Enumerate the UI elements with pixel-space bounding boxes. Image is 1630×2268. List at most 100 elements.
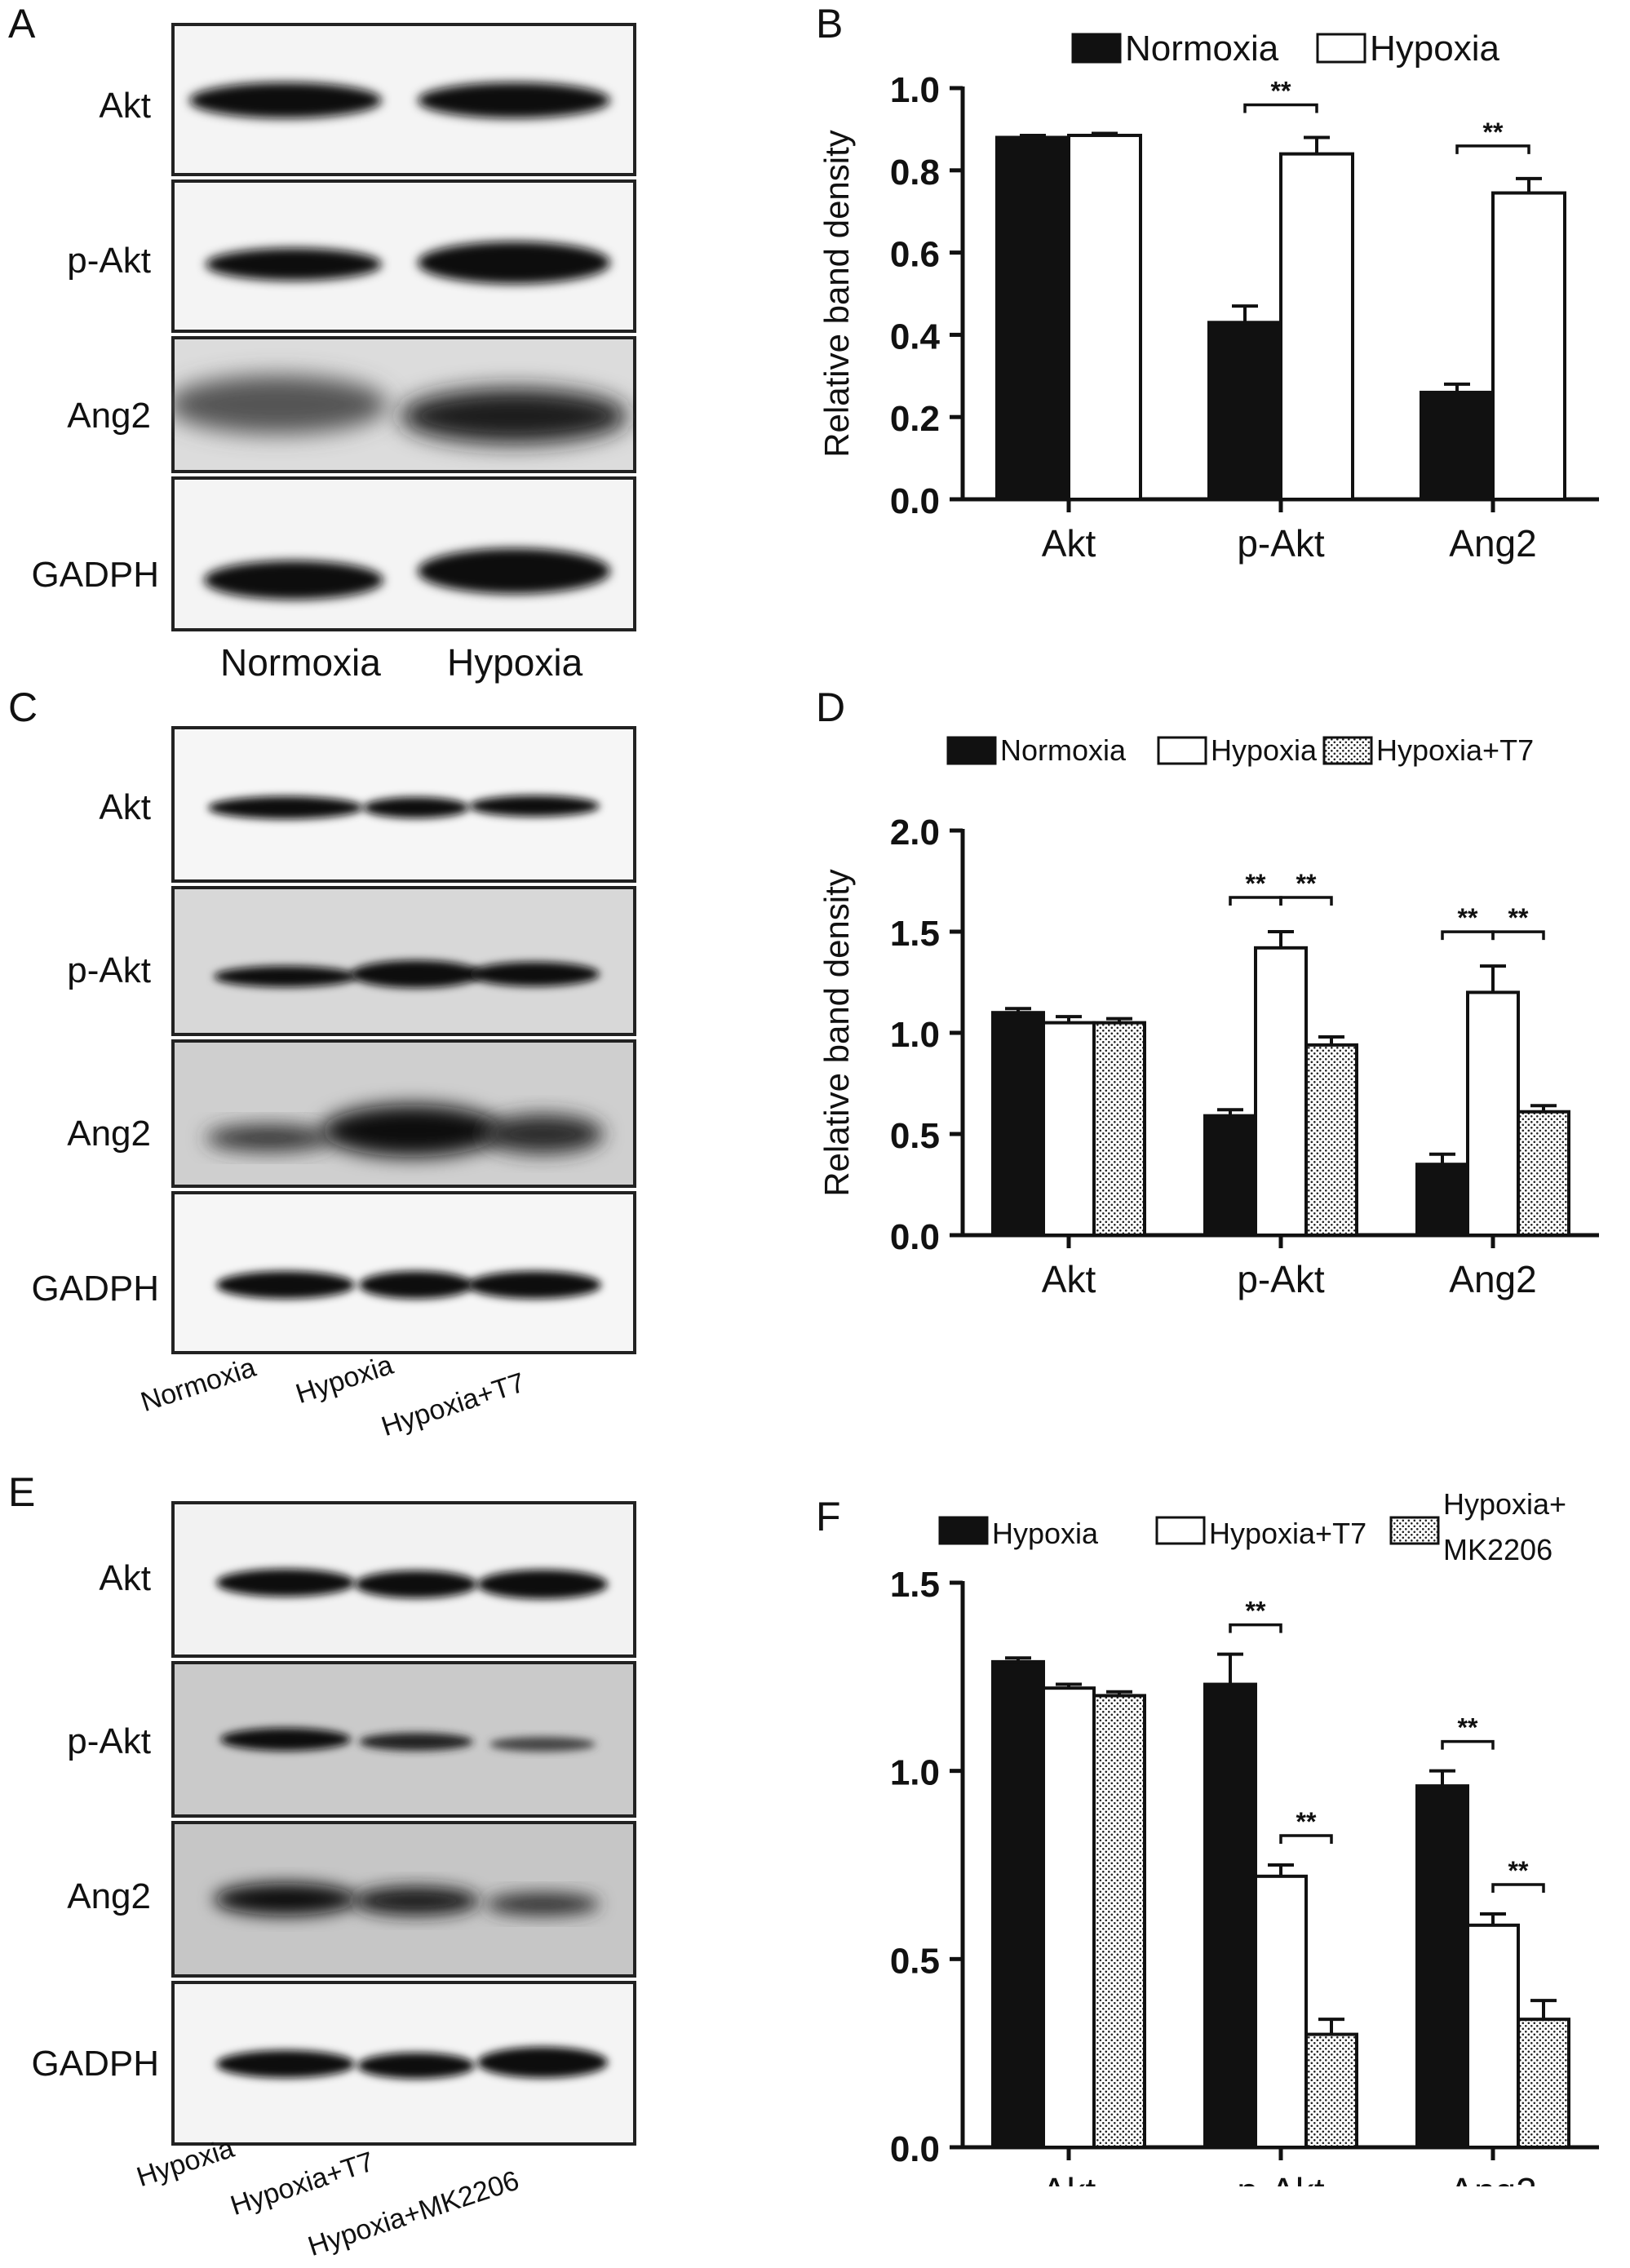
legend-label: Hypoxia+T7: [1209, 1517, 1366, 1550]
bar: [1207, 321, 1282, 501]
y-tick-label: 0.2: [890, 399, 940, 439]
bar: [1092, 1694, 1146, 2149]
lane-label-normoxia: Normoxia: [136, 1351, 260, 1419]
blot-label-ang2: Ang2: [67, 1114, 151, 1154]
bar: [1415, 1784, 1469, 2149]
legend-swatch: [1316, 33, 1366, 64]
significance-bracket: [1441, 1739, 1495, 1750]
x-tick-label: Akt: [1042, 1258, 1096, 1300]
significance-bracket: [1455, 144, 1530, 154]
bar: [1420, 390, 1495, 501]
significance-bracket: [1279, 1834, 1333, 1844]
legend-label: Normoxia: [1000, 733, 1127, 767]
bar: [1042, 1686, 1096, 2149]
y-tick-label: 1.5: [890, 914, 940, 954]
blot-label-akt: Akt: [99, 787, 151, 827]
bar: [1254, 1874, 1308, 2149]
bar: [1279, 152, 1354, 501]
legend-swatch: [1071, 33, 1122, 64]
x-tick-label: p-Akt: [1237, 522, 1325, 565]
blot-label-akt: Akt: [99, 1558, 151, 1598]
legend-swatch: [1155, 1516, 1206, 1545]
bar: [995, 135, 1070, 501]
bar-chart-f: 0.0 0.5 1.0 1.5 Akt p-Akt Ang2 ** ** ** ** Hypoxia H…: [890, 1487, 1599, 2186]
lane-label-hypoxia-t7: Hypoxia+T7: [377, 1367, 529, 1443]
significance-bracket: [1229, 896, 1282, 906]
legend-swatch: [1157, 736, 1207, 765]
significance-label: **: [1296, 869, 1317, 898]
lane-label-hypoxia: Hypoxia: [291, 1349, 397, 1411]
significance-label: **: [1458, 903, 1478, 932]
panel-letter-d: D: [816, 684, 846, 730]
y-tick-label: 0.5: [890, 1941, 940, 1981]
legend-label: Normoxia: [1125, 29, 1279, 69]
y-tick-label: 1.0: [890, 70, 940, 110]
legend-swatch: [1389, 1516, 1440, 1545]
panel-letter-e: E: [8, 1469, 36, 1515]
bar: [1042, 1021, 1096, 1237]
panel-letter-a: A: [8, 1, 36, 47]
blot-label-p-akt: p-Akt: [67, 241, 151, 281]
blot-label-gadph: GADPH: [31, 2044, 159, 2084]
significance-bracket: [1243, 103, 1318, 113]
y-tick-label: 1.0: [890, 1753, 940, 1793]
y-tick-label: 0.0: [890, 481, 940, 521]
blot-label-ang2: Ang2: [67, 396, 151, 436]
significance-label: **: [1246, 869, 1266, 898]
y-tick-label: 0.5: [890, 1116, 940, 1156]
x-tick-label: Ang2: [1449, 522, 1536, 565]
panel-letter-c: C: [8, 684, 38, 730]
bar: [1203, 1682, 1257, 2149]
bar: [1517, 2018, 1570, 2149]
bar: [1491, 191, 1566, 502]
y-tick-label: 0.6: [890, 235, 940, 275]
significance-bracket: [1491, 930, 1545, 941]
panel-letter-f: F: [816, 1494, 841, 1539]
legend-label: MK2206: [1443, 1533, 1552, 1566]
y-axis-label: Relative band density: [817, 130, 856, 458]
lane-label-hypoxia: Hypoxia: [447, 641, 583, 684]
legend-label: Hypoxia: [1211, 733, 1318, 767]
y-axis-label: Relative band density: [817, 869, 856, 1197]
bar: [1067, 133, 1142, 502]
x-tick-label: Akt: [1042, 522, 1096, 565]
blot-image-a: [171, 23, 636, 631]
x-tick-label: p-Akt: [1237, 2170, 1325, 2186]
y-tick-label: 0.8: [890, 153, 940, 193]
y-tick-label: 0.0: [890, 1217, 940, 1257]
legend-swatch: [1322, 736, 1373, 765]
bar: [991, 1011, 1045, 1237]
blot-label-ang2: Ang2: [67, 1876, 151, 1916]
bar: [1304, 2032, 1358, 2149]
blot-image-c: [171, 726, 636, 1354]
bar: [991, 1659, 1045, 2149]
legend-swatch: [946, 736, 997, 765]
bar: [1517, 1110, 1570, 1237]
bar: [1466, 1923, 1520, 2150]
legend-swatch: [938, 1516, 989, 1545]
lane-label-hypoxia-t7: Hypoxia+T7: [226, 2146, 379, 2222]
y-tick-label: 0.0: [890, 2129, 940, 2169]
blot-label-akt: Akt: [99, 86, 151, 126]
significance-label: **: [1483, 117, 1504, 147]
x-tick-label: Ang2: [1449, 2170, 1536, 2186]
bar: [1203, 1114, 1257, 1237]
y-tick-label: 1.0: [890, 1015, 940, 1055]
bar: [1092, 1021, 1146, 1237]
x-tick-label: p-Akt: [1237, 1258, 1325, 1300]
significance-bracket: [1491, 1883, 1545, 1893]
bar: [1304, 1043, 1358, 1237]
lane-label-normoxia: Normoxia: [220, 641, 381, 684]
bar: [1466, 990, 1520, 1237]
significance-label: **: [1508, 1856, 1529, 1885]
bar-chart-d: 0.0 0.5 1.0 1.5 2.0 Relative band density Akt p…: [817, 733, 1599, 1300]
y-tick-label: 2.0: [890, 813, 940, 853]
significance-label: **: [1271, 76, 1291, 105]
significance-bracket: [1279, 896, 1333, 906]
blot-image-e: [171, 1501, 636, 2146]
legend-label: Hypoxia: [1370, 29, 1499, 69]
bar-chart-b: 0.0 0.2 0.4 0.6 0.8 1.0 Relative band density A…: [817, 29, 1599, 565]
significance-label: **: [1458, 1713, 1478, 1743]
significance-bracket: [1229, 1623, 1282, 1633]
blot-label-p-akt: p-Akt: [67, 1721, 151, 1761]
